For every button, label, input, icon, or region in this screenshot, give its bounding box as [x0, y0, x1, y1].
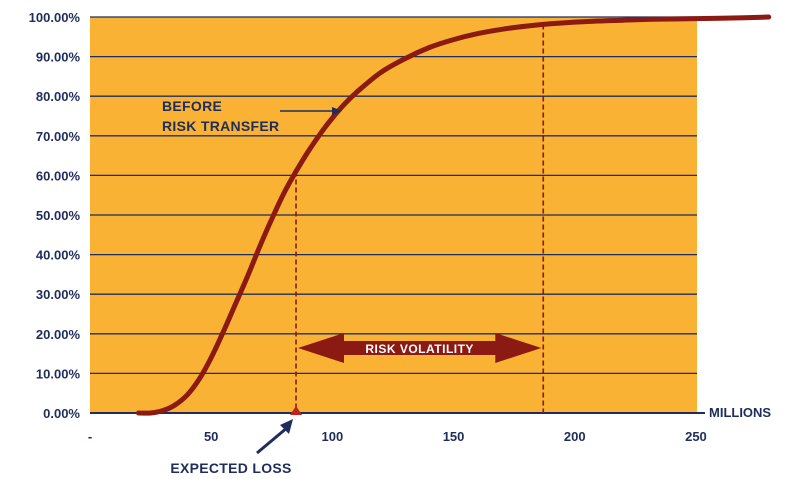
y-axis-ticks: 0.00% 10.00% 20.00% 30.00% 40.00% 50.00% 60.00… [29, 10, 81, 421]
y-tick-label: 100.00% [29, 10, 81, 25]
expected-loss-pointer-arrow [256, 419, 294, 455]
risk-volatility-arrow [298, 333, 542, 363]
y-tick-label: 30.00% [36, 287, 81, 302]
x-axis-label: MILLIONS [709, 405, 771, 420]
y-tick-label: 60.00% [36, 168, 81, 183]
x-tick-label: 100 [322, 429, 344, 444]
expected-loss-label: EXPECTED LOSS [170, 460, 291, 476]
before-pointer-arrow [280, 107, 342, 115]
before-label-line1: BEFORE [162, 98, 222, 114]
x-tick-label: 150 [443, 429, 465, 444]
gridlines [90, 16, 705, 414]
x-tick-label: - [88, 429, 92, 444]
x-tick-label: 250 [685, 429, 707, 444]
y-tick-label: 10.00% [36, 366, 81, 381]
y-tick-label: 20.00% [36, 327, 81, 342]
y-tick-label: 0.00% [43, 406, 80, 421]
risk-volatility-label: RISK VOLATILITY [365, 342, 474, 356]
x-tick-label: 200 [564, 429, 586, 444]
y-tick-label: 80.00% [36, 89, 81, 104]
before-label-line2: RISK TRANSFER [162, 118, 279, 134]
y-tick-label: 90.00% [36, 50, 81, 65]
cdf-curve [136, 14, 772, 416]
expected-loss-marker [290, 406, 303, 415]
y-tick-label: 50.00% [36, 208, 81, 223]
y-tick-label: 70.00% [36, 129, 81, 144]
x-axis-ticks: - 50 100 150 200 250 [88, 429, 707, 444]
y-tick-label: 40.00% [36, 248, 81, 263]
x-tick-label: 50 [204, 429, 218, 444]
